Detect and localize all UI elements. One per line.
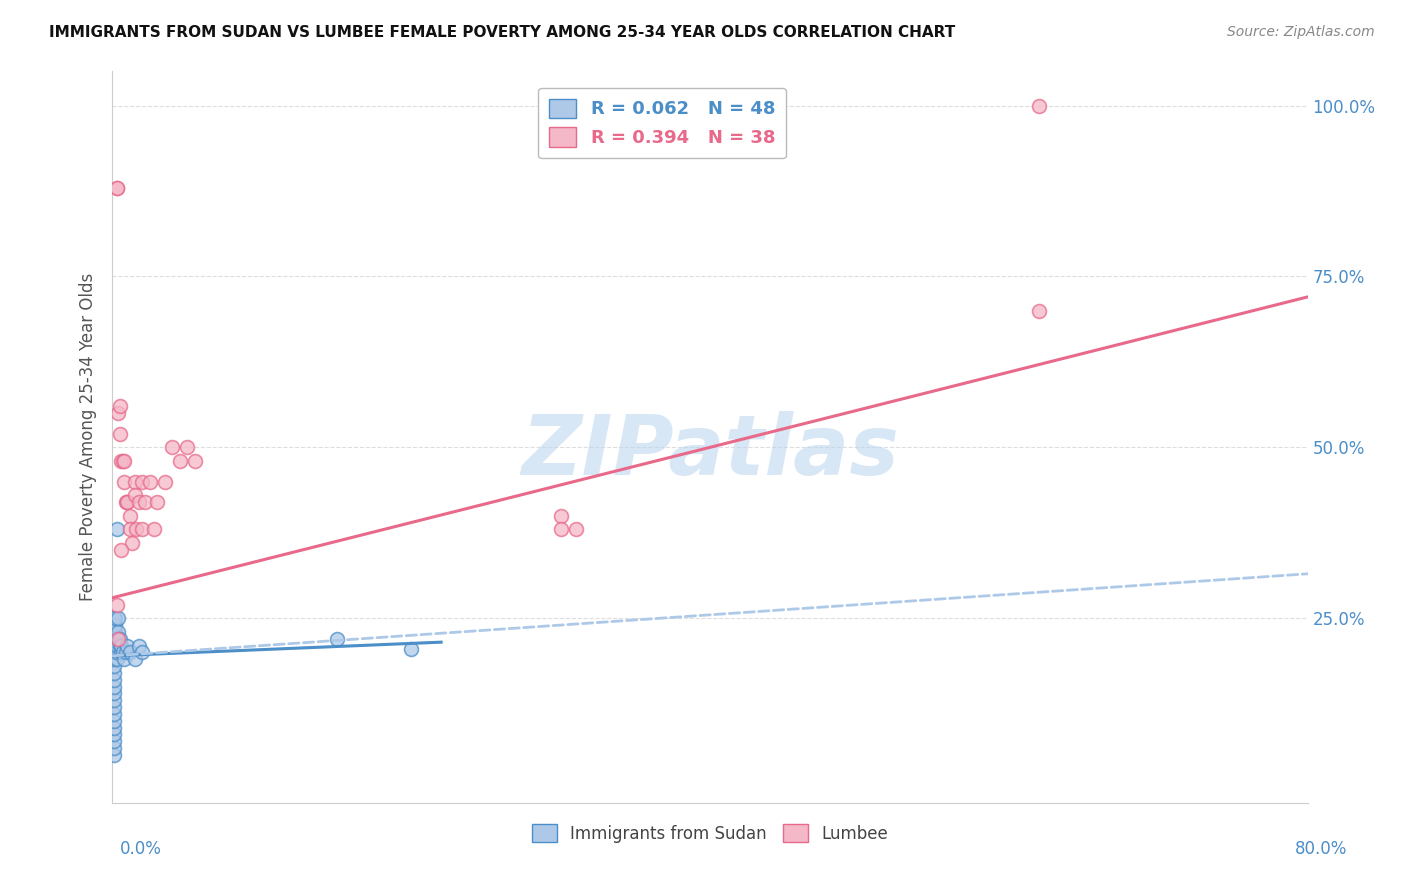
Point bbox=[143, 522, 166, 536]
Point bbox=[105, 598, 128, 612]
Point bbox=[124, 475, 146, 489]
Point bbox=[131, 522, 153, 536]
Point bbox=[107, 611, 129, 625]
Text: 0.0%: 0.0% bbox=[120, 840, 162, 858]
Point bbox=[108, 400, 131, 414]
Point bbox=[124, 488, 146, 502]
Point bbox=[107, 624, 129, 639]
Point bbox=[153, 475, 176, 489]
Point bbox=[115, 645, 138, 659]
Text: IMMIGRANTS FROM SUDAN VS LUMBEE FEMALE POVERTY AMONG 25-34 YEAR OLDS CORRELATION: IMMIGRANTS FROM SUDAN VS LUMBEE FEMALE P… bbox=[49, 25, 956, 40]
Point bbox=[134, 495, 156, 509]
Point bbox=[1028, 303, 1050, 318]
Point bbox=[115, 495, 138, 509]
Point bbox=[103, 714, 125, 728]
Point bbox=[103, 632, 125, 646]
Point bbox=[131, 645, 153, 659]
Point bbox=[110, 542, 132, 557]
Point bbox=[131, 475, 153, 489]
Point bbox=[108, 632, 131, 646]
Point bbox=[103, 652, 125, 666]
Point bbox=[103, 680, 125, 694]
Point bbox=[169, 454, 191, 468]
Text: Source: ZipAtlas.com: Source: ZipAtlas.com bbox=[1227, 25, 1375, 39]
Point bbox=[128, 639, 150, 653]
Point bbox=[103, 700, 125, 714]
Point bbox=[110, 454, 132, 468]
Point bbox=[105, 180, 128, 194]
Point bbox=[103, 747, 125, 762]
Point bbox=[117, 495, 139, 509]
Point bbox=[104, 645, 127, 659]
Point bbox=[128, 495, 150, 509]
Point bbox=[103, 618, 125, 632]
Point bbox=[111, 454, 134, 468]
Point bbox=[103, 727, 125, 741]
Point bbox=[121, 536, 143, 550]
Point bbox=[103, 665, 125, 680]
Legend: Immigrants from Sudan, Lumbee: Immigrants from Sudan, Lumbee bbox=[524, 818, 896, 849]
Point bbox=[550, 522, 572, 536]
Point bbox=[105, 639, 128, 653]
Point bbox=[103, 624, 125, 639]
Point bbox=[120, 645, 142, 659]
Point bbox=[117, 639, 139, 653]
Point bbox=[103, 659, 125, 673]
Point bbox=[104, 639, 127, 653]
Point bbox=[104, 632, 127, 646]
Point bbox=[110, 639, 132, 653]
Point bbox=[1028, 98, 1050, 112]
Point bbox=[325, 632, 347, 646]
Point bbox=[401, 642, 423, 657]
Point bbox=[103, 639, 125, 653]
Point bbox=[176, 440, 198, 454]
Point bbox=[103, 721, 125, 735]
Point bbox=[117, 495, 139, 509]
Point bbox=[105, 652, 128, 666]
Point bbox=[103, 741, 125, 756]
Point bbox=[105, 180, 128, 194]
Point bbox=[564, 522, 586, 536]
Y-axis label: Female Poverty Among 25-34 Year Olds: Female Poverty Among 25-34 Year Olds bbox=[79, 273, 97, 601]
Point bbox=[107, 632, 129, 646]
Point bbox=[183, 454, 205, 468]
Point bbox=[104, 624, 127, 639]
Point bbox=[108, 426, 131, 441]
Point bbox=[114, 475, 135, 489]
Point bbox=[114, 454, 135, 468]
Point bbox=[103, 734, 125, 748]
Point bbox=[139, 475, 162, 489]
Point bbox=[104, 611, 127, 625]
Point bbox=[107, 406, 129, 420]
Point bbox=[120, 508, 142, 523]
Point bbox=[110, 645, 132, 659]
Point bbox=[105, 645, 128, 659]
Text: 80.0%: 80.0% bbox=[1295, 840, 1347, 858]
Point bbox=[105, 522, 128, 536]
Point bbox=[120, 522, 142, 536]
Point bbox=[103, 673, 125, 687]
Point bbox=[114, 652, 135, 666]
Point bbox=[108, 639, 131, 653]
Point bbox=[103, 611, 125, 625]
Point bbox=[111, 645, 134, 659]
Point bbox=[124, 652, 146, 666]
Point bbox=[104, 618, 127, 632]
Point bbox=[103, 693, 125, 707]
Text: ZIPatlas: ZIPatlas bbox=[522, 411, 898, 492]
Point bbox=[162, 440, 183, 454]
Point bbox=[550, 508, 572, 523]
Point bbox=[103, 645, 125, 659]
Point bbox=[125, 522, 148, 536]
Point bbox=[107, 632, 129, 646]
Point bbox=[103, 706, 125, 721]
Point bbox=[103, 686, 125, 700]
Point bbox=[146, 495, 169, 509]
